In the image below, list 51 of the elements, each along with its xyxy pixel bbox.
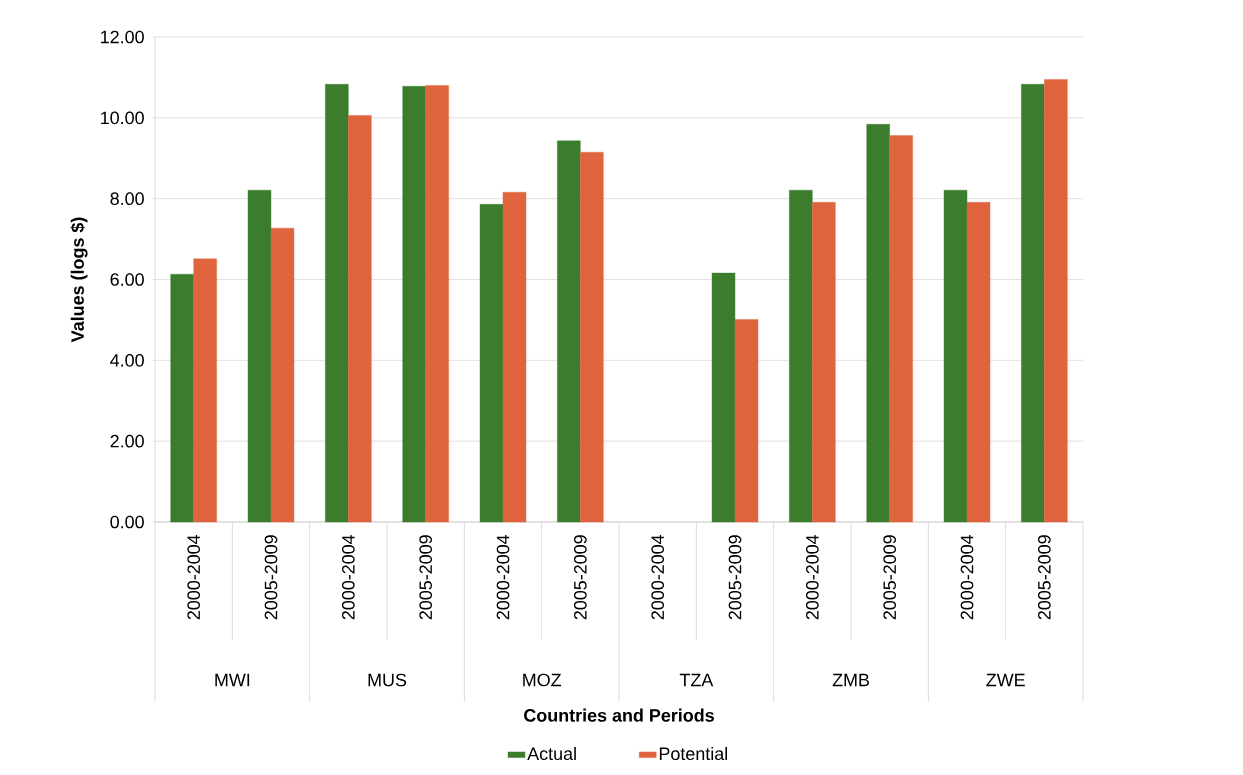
bar: [1044, 79, 1068, 523]
bar: [270, 227, 295, 523]
bar: [711, 272, 736, 523]
y-tick-label: 6.00: [110, 273, 144, 286]
y-tick-label: 4.00: [110, 353, 144, 367]
bar: [812, 202, 836, 523]
x-tick-label: 2000-2004: [187, 534, 201, 620]
bar: [889, 135, 913, 523]
bar: [580, 151, 604, 523]
text: MOZ: [523, 673, 562, 687]
bar: [1021, 84, 1045, 523]
bar: [425, 85, 449, 523]
y-axis-title: Values (logs $): [70, 217, 88, 343]
x-tick-label: 2005-2009: [573, 535, 587, 620]
bar: [943, 189, 968, 523]
x-axis-title: Countries and Periods: [524, 708, 714, 722]
bar: [247, 189, 272, 523]
text: ZWE: [986, 673, 1025, 687]
x-tick-label: 2005-2009: [1037, 535, 1051, 620]
x-tick-label: 2000-2004: [960, 534, 974, 620]
bar: [866, 124, 890, 523]
legend-label: Potential: [659, 746, 728, 761]
bar: [193, 258, 217, 523]
bar: [966, 202, 991, 523]
x-tick-label: 2000-2004: [805, 534, 819, 620]
x-tick-label: 2005-2009: [419, 535, 433, 620]
bar: [502, 191, 527, 523]
bar: [789, 189, 813, 523]
text: MUS: [368, 673, 407, 687]
bar: [557, 140, 581, 523]
x-tick-label: 2005-2009: [728, 535, 742, 620]
text: TZA: [679, 673, 714, 687]
x-tick-label: 2005-2009: [264, 535, 278, 620]
x-tick-label: 2000-2004: [341, 534, 355, 620]
y-tick-label: 10.00: [101, 111, 144, 125]
y-tick-label: 8.00: [110, 192, 144, 205]
bar: [734, 319, 759, 523]
x-tick-label: 2000-2004: [496, 534, 510, 620]
x-tick-label: 2000-2004: [651, 534, 665, 620]
y-tick-label: 2.00: [110, 434, 144, 448]
text: ZMB: [832, 673, 869, 687]
x-tick-label: 2005-2009: [883, 535, 897, 620]
y-tick-label: 0.00: [110, 515, 144, 529]
bar: [170, 274, 194, 523]
legend-label: Actual: [527, 746, 576, 761]
y-tick-label: 12.00: [101, 30, 144, 44]
text: MWI: [215, 673, 250, 687]
bar: [325, 84, 349, 523]
bar: [402, 86, 426, 523]
bar: [348, 115, 372, 523]
bar: [479, 204, 504, 523]
